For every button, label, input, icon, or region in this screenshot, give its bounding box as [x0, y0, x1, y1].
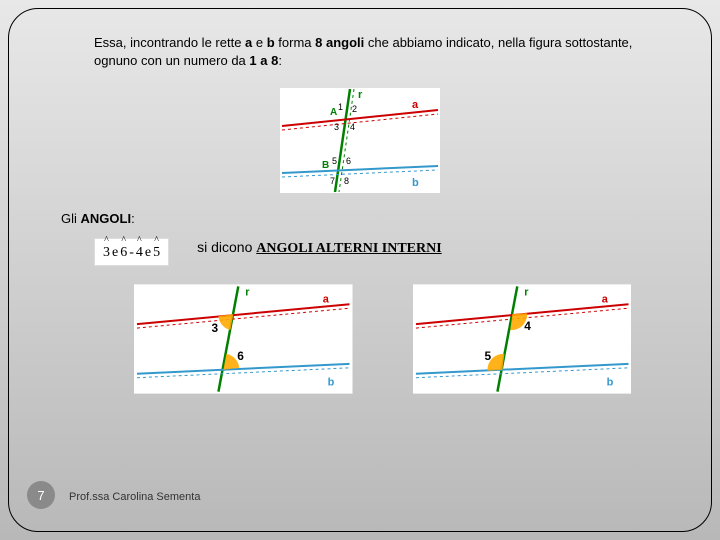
section-label: Gli ANGOLI:	[61, 211, 681, 226]
point-b: B	[322, 160, 329, 171]
intro-b: b	[267, 35, 275, 50]
svg-text:7: 7	[330, 176, 335, 186]
svg-text:b: b	[328, 377, 335, 389]
diagram-pair-4-5: r a b 4 5	[413, 284, 632, 394]
diagram-pair-3-6: r a b 3 6	[134, 284, 353, 394]
svg-text:r: r	[524, 287, 529, 299]
definition-text: si dicono ANGOLI ALTERNI INTERNI	[197, 238, 442, 258]
svg-text:6: 6	[346, 156, 351, 166]
point-a: A	[330, 107, 337, 118]
intro-range: 1 a 8	[249, 53, 278, 68]
footer-author: Prof.ssa Carolina Sementa	[69, 491, 200, 503]
svg-text:b: b	[606, 377, 613, 389]
svg-text:2: 2	[352, 104, 357, 114]
svg-text:1: 1	[338, 102, 343, 112]
label-r: r	[358, 89, 363, 101]
angle-pairs-math: 3 e 6 - 4 e 5	[94, 238, 169, 266]
diagram-main: r a b A 1 2 3 4 B 5 6 7 8	[280, 88, 440, 193]
label-b: b	[412, 177, 419, 189]
svg-text:6: 6	[237, 349, 244, 363]
svg-text:5: 5	[332, 156, 337, 166]
svg-text:a: a	[323, 294, 330, 306]
svg-text:a: a	[601, 294, 608, 306]
svg-text:4: 4	[524, 319, 531, 333]
intro-pre: Essa, incontrando le rette	[94, 35, 245, 50]
definition-row: 3 e 6 - 4 e 5 si dicono ANGOLI ALTERNI I…	[94, 238, 681, 266]
svg-text:4: 4	[350, 122, 355, 132]
diagram-pair-row: r a b 3 6 r a b 4	[134, 284, 631, 394]
svg-text:r: r	[245, 287, 250, 299]
svg-text:5: 5	[484, 349, 491, 363]
svg-text:3: 3	[334, 122, 339, 132]
slide-frame: Essa, incontrando le rette a e b forma 8…	[8, 8, 712, 532]
svg-text:3: 3	[211, 321, 218, 335]
svg-text:8: 8	[344, 176, 349, 186]
intro-text: Essa, incontrando le rette a e b forma 8…	[94, 34, 661, 70]
label-a: a	[412, 99, 419, 111]
page-number: 7	[27, 481, 55, 509]
intro-count: 8 angoli	[315, 35, 364, 50]
